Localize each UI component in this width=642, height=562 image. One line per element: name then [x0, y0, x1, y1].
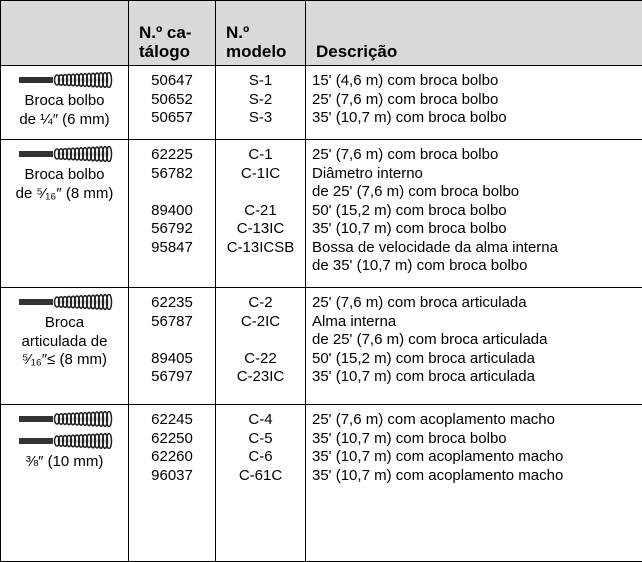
model-number: C-6 — [216, 448, 305, 467]
catalog-number: 56787 — [129, 313, 215, 350]
description: 35' (10,7 m) com acoplamento macho — [312, 448, 642, 467]
model-number: S-1 — [216, 72, 305, 91]
auger-icon — [17, 294, 113, 310]
model-number: C-2 — [216, 294, 305, 313]
auger-icon — [17, 433, 113, 449]
description: Bossa de velocidade da alma interna — [312, 239, 642, 258]
model-number: S-2 — [216, 91, 305, 110]
catalog-number: 62245 — [129, 411, 215, 430]
description: 35' (10,7 m) com broca articulada — [312, 368, 642, 387]
item-label: ⁵⁄₁₆″≤ (8 mm) — [1, 351, 128, 370]
item-cell: ⅜″ (10 mm) — [1, 405, 129, 562]
catalog-number: 56782 — [129, 165, 215, 202]
description: Alma interna — [312, 313, 642, 332]
catalog-number: 56797 — [129, 368, 215, 387]
description: 25' (7,6 m) com acoplamento macho — [312, 411, 642, 430]
description: 25' (7,6 m) com broca articulada — [312, 294, 642, 313]
model-number: C-1 — [216, 146, 305, 165]
catalog-number: 96037 — [129, 467, 215, 486]
description: Diâmetro interno — [312, 165, 642, 184]
item-label: de ¼″ (6 mm) — [1, 111, 128, 130]
item-label: de ⁵⁄₁₆″ (8 mm) — [1, 185, 128, 204]
description: de 25' (7,6 m) com broca articulada — [312, 331, 642, 350]
catalog-number: 62235 — [129, 294, 215, 313]
model-number: C-5 — [216, 430, 305, 449]
model-number: C-13ICSB — [216, 239, 305, 276]
auger-icon — [17, 72, 113, 88]
model-number: C-13IC — [216, 220, 305, 239]
model-number: C-23IC — [216, 368, 305, 387]
model-number: C-4 — [216, 411, 305, 430]
catalog-number: 50647 — [129, 72, 215, 91]
header-cell — [1, 1, 129, 66]
item-label: articulada de — [1, 333, 128, 352]
catalog-number: 89405 — [129, 350, 215, 369]
model-number: C-1IC — [216, 165, 305, 202]
description: 25' (7,6 m) com broca bolbo — [312, 91, 642, 110]
description: 35' (10,7 m) com broca bolbo — [312, 430, 642, 449]
header-cell: Descrição — [306, 1, 642, 66]
item-label: Broca bolbo — [1, 92, 128, 111]
description: de 25' (7,6 m) com broca bolbo — [312, 183, 642, 202]
catalog-number: 50657 — [129, 109, 215, 128]
model-number: C-2IC — [216, 313, 305, 350]
description: 15' (4,6 m) com broca bolbo — [312, 72, 642, 91]
catalog-number: 62260 — [129, 448, 215, 467]
auger-icon — [17, 146, 113, 162]
item-label: ⅜″ (10 mm) — [1, 453, 128, 472]
header-cell: N.º ca- tálogo — [129, 1, 216, 66]
description: 50' (15,2 m) com broca bolbo — [312, 202, 642, 221]
description: de 35' (10,7 m) com broca bolbo — [312, 257, 642, 276]
header-cell: N.º modelo — [216, 1, 306, 66]
item-label: Broca — [1, 314, 128, 333]
model-number: C-21 — [216, 202, 305, 221]
catalog-number: 89400 — [129, 202, 215, 221]
auger-icon — [17, 411, 113, 427]
catalog-number: 62225 — [129, 146, 215, 165]
header-row: N.º ca- tálogo N.º modelo Descrição — [1, 1, 642, 66]
catalog-number: 95847 — [129, 239, 215, 276]
catalog-number: 62250 — [129, 430, 215, 449]
description: 35' (10,7 m) com broca bolbo — [312, 109, 642, 128]
description: 25' (7,6 m) com broca bolbo — [312, 146, 642, 165]
catalog-number: 56792 — [129, 220, 215, 239]
description: 35' (10,7 m) com acoplamento macho — [312, 467, 642, 486]
catalog-number: 50652 — [129, 91, 215, 110]
description: 35' (10,7 m) com broca bolbo — [312, 220, 642, 239]
description: 50' (15,2 m) com broca articulada — [312, 350, 642, 369]
model-number: C-22 — [216, 350, 305, 369]
item-label: Broca bolbo — [1, 166, 128, 185]
model-number: C-61C — [216, 467, 305, 486]
model-number: S-3 — [216, 109, 305, 128]
